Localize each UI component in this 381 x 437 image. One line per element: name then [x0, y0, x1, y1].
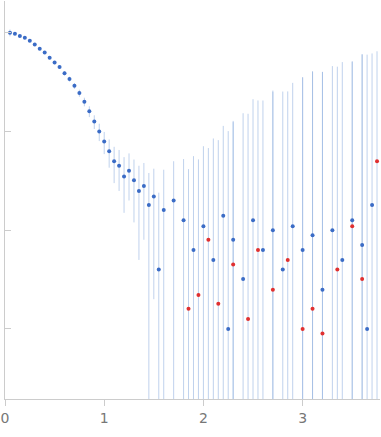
svg-text:0: 0 — [1, 410, 10, 426]
svg-text:2: 2 — [199, 410, 208, 426]
svg-text:3: 3 — [298, 410, 307, 426]
svg-text:1: 1 — [100, 410, 109, 426]
